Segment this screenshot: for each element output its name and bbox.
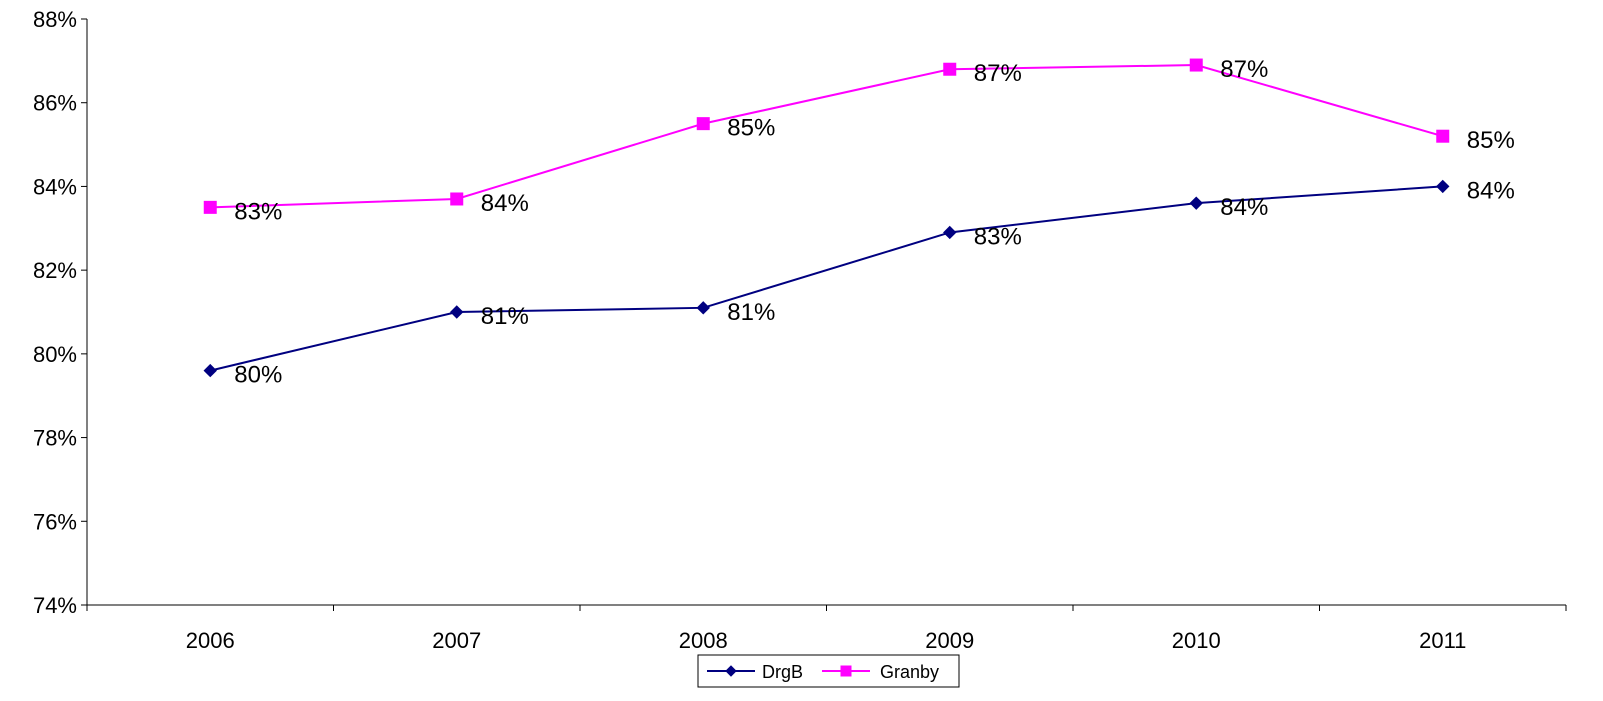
data-labels: 80% 81% 81% 83% 84% 84% 83% 84% 85% 87% 87% 85% bbox=[234, 56, 1515, 389]
data-label-granby: 87% bbox=[974, 60, 1022, 87]
x-tick-label: 2006 bbox=[186, 628, 235, 653]
legend: DrgB Granby bbox=[697, 654, 960, 688]
data-point-drgb bbox=[696, 301, 710, 315]
data-label-drgb: 81% bbox=[481, 303, 529, 330]
axes: 74% 76% 78% 80% 82% 84% 86% 88% 2006 2007 2008 2009… bbox=[33, 7, 1567, 653]
data-point-granby bbox=[203, 200, 217, 214]
legend-marker-drgb bbox=[725, 665, 737, 677]
data-label-drgb: 83% bbox=[974, 223, 1022, 250]
data-point-granby bbox=[696, 117, 710, 131]
data-point-drgb bbox=[1436, 179, 1450, 194]
data-label-drgb: 80% bbox=[234, 362, 282, 389]
x-tick-label: 2009 bbox=[925, 628, 974, 653]
legend-marker-granby bbox=[840, 665, 852, 677]
data-label-granby: 83% bbox=[234, 198, 282, 225]
x-tick-label: 2008 bbox=[679, 628, 728, 653]
data-label-drgb: 81% bbox=[727, 299, 775, 326]
data-point-granby bbox=[450, 192, 464, 206]
data-point-granby bbox=[1189, 58, 1203, 72]
y-tick-label: 76% bbox=[33, 509, 77, 534]
series-layer bbox=[203, 58, 1450, 378]
data-point-drgb bbox=[1189, 196, 1203, 210]
x-tick-label: 2010 bbox=[1172, 628, 1221, 653]
y-tick-label: 78% bbox=[33, 426, 77, 451]
y-tick-label: 80% bbox=[33, 342, 77, 367]
data-label-granby: 84% bbox=[481, 190, 529, 217]
y-tick-label: 88% bbox=[33, 7, 77, 32]
y-tick-label: 84% bbox=[33, 174, 77, 199]
data-label-granby: 85% bbox=[1467, 127, 1515, 154]
data-point-drgb bbox=[450, 305, 464, 319]
data-label-drgb: 84% bbox=[1467, 177, 1515, 204]
y-tick-label: 86% bbox=[33, 91, 77, 116]
series-line-granby bbox=[210, 64, 1444, 209]
y-tick-label: 82% bbox=[33, 258, 77, 283]
data-label-drgb: 84% bbox=[1220, 194, 1268, 221]
data-point-drgb bbox=[943, 225, 957, 240]
x-tick-label: 2011 bbox=[1419, 628, 1466, 653]
legend-label-drgb: DrgB bbox=[762, 662, 803, 682]
data-label-granby: 85% bbox=[727, 115, 775, 142]
data-point-granby bbox=[943, 62, 957, 76]
series-line-drgb bbox=[210, 185, 1443, 372]
legend-label-granby: Granby bbox=[880, 662, 939, 682]
data-point-granby bbox=[1436, 129, 1450, 143]
data-label-granby: 87% bbox=[1220, 56, 1268, 83]
x-tick-label: 2007 bbox=[432, 628, 481, 653]
y-tick-label: 74% bbox=[33, 593, 77, 618]
data-point-drgb bbox=[203, 363, 217, 378]
